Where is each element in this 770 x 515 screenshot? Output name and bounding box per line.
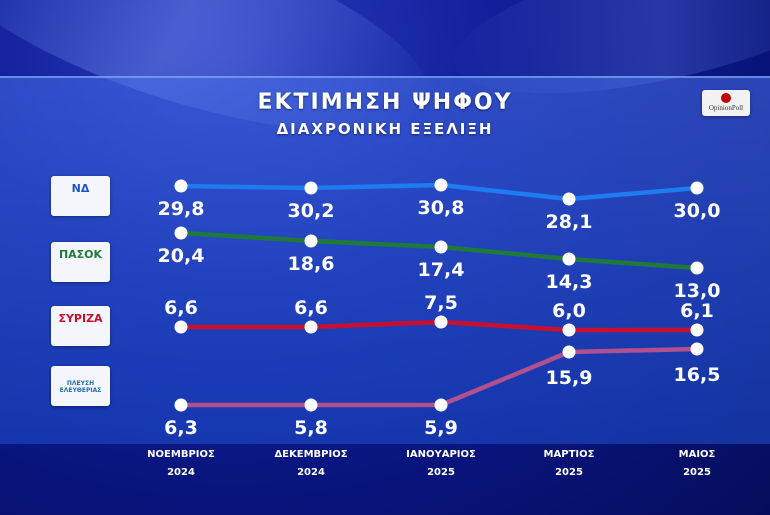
pollster-name: OpinionPoll — [708, 104, 744, 112]
series-1-value-label: 18,6 — [288, 253, 335, 275]
series-1-point — [434, 240, 448, 254]
series-1-point — [562, 252, 576, 266]
x-tick-year: 2024 — [297, 467, 325, 478]
series-3-value-label: 6,3 — [164, 417, 198, 439]
party-logo-plefsi: ΠΛΕΥΣΗ ΕΛΕΥΘΕΡΙΑΣ — [51, 366, 110, 406]
series-0-value-label: 28,1 — [546, 211, 593, 233]
party-logo-pasok-text: ΠΑΣΟΚ — [58, 248, 103, 261]
party-logo-syriza: ΣΥΡΙΖΑ — [51, 306, 110, 346]
series-1-value-label: 20,4 — [158, 245, 205, 267]
series-1-point — [304, 234, 318, 248]
series-2-value-label: 6,6 — [164, 297, 198, 319]
series-2-point — [174, 320, 188, 334]
party-logo-pasok: ΠΑΣΟΚ — [51, 242, 110, 282]
series-1-point — [174, 226, 188, 240]
series-0-point — [562, 192, 576, 206]
series-2-value-label: 7,5 — [424, 292, 458, 314]
x-tick-month: ΔΕΚΕΜΒΡΙΟΣ — [274, 449, 347, 460]
series-3-point — [690, 342, 704, 356]
party-logo-nd-text: ΝΔ — [71, 182, 90, 195]
x-tick-year: 2025 — [427, 467, 455, 478]
series-3-value-label: 5,9 — [424, 417, 458, 439]
series-2-value-label: 6,1 — [680, 300, 714, 322]
series-0-point — [434, 178, 448, 192]
series-0-value-label: 30,0 — [674, 200, 721, 222]
series-0-point — [690, 181, 704, 195]
series-3-value-label: 5,8 — [294, 417, 328, 439]
series-2-point — [434, 315, 448, 329]
series-3-value-label: 15,9 — [546, 367, 593, 389]
series-0-value-label: 30,2 — [288, 200, 335, 222]
series-3-point — [562, 345, 576, 359]
x-tick-year: 2025 — [683, 467, 711, 478]
x-tick-month: ΝΟΕΜΒΡΙΟΣ — [147, 449, 215, 460]
pollster-logo: OpinionPoll — [702, 90, 750, 116]
chart-subtitle: ΔΙΑΧΡΟΝΙΚΗ ΕΞΕΛΙΞΗ — [276, 120, 494, 138]
series-3-point — [304, 398, 318, 412]
series-1-value-label: 14,3 — [546, 271, 593, 293]
x-tick-month: ΜΑΙΟΣ — [679, 449, 716, 460]
series-1-value-label: 17,4 — [418, 259, 465, 281]
party-logo-nd: ΝΔ — [51, 176, 110, 216]
x-tick-month: ΜΑΡΤΙΟΣ — [544, 449, 595, 460]
series-2-value-label: 6,6 — [294, 297, 328, 319]
x-tick-year: 2024 — [167, 467, 195, 478]
x-tick-year: 2025 — [555, 467, 583, 478]
party-logo-syriza-text: ΣΥΡΙΖΑ — [58, 312, 103, 325]
chart-title: ΕΚΤΙΜΗΣΗ ΨΗΦΟΥ — [257, 90, 513, 115]
series-0-value-label: 30,8 — [418, 197, 465, 219]
series-0-point — [174, 179, 188, 193]
series-2-point — [304, 320, 318, 334]
series-1-point — [690, 261, 704, 275]
series-1-value-label: 13,0 — [674, 280, 721, 302]
pollster-dot-icon — [721, 93, 731, 103]
series-0-point — [304, 181, 318, 195]
series-2-point — [562, 323, 576, 337]
series-2-value-label: 6,0 — [552, 300, 586, 322]
party-logo-plefsi-text: ΠΛΕΥΣΗ ΕΛΕΥΘΕΡΙΑΣ — [59, 380, 102, 394]
series-3-point — [434, 398, 448, 412]
series-3-point — [174, 398, 188, 412]
series-0-value-label: 29,8 — [158, 198, 205, 220]
series-3-line — [181, 346, 698, 408]
chart-panel — [0, 76, 770, 444]
series-3-value-label: 16,5 — [674, 364, 721, 386]
series-2-point — [690, 323, 704, 337]
x-tick-month: ΙΑΝΟΥΑΡΙΟΣ — [406, 449, 476, 460]
